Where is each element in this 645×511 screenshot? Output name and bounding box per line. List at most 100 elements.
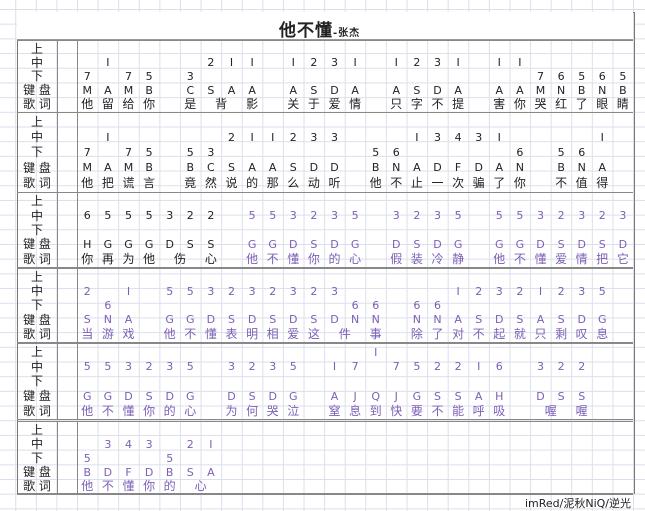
key-letter: G bbox=[412, 389, 422, 403]
lyric-char: 是 bbox=[184, 97, 197, 112]
note-number: 5 bbox=[269, 209, 277, 223]
key-letter: F bbox=[125, 465, 132, 479]
lyric-char: 他 bbox=[163, 326, 176, 341]
key-letter: D bbox=[577, 313, 586, 327]
key-letter: G bbox=[350, 237, 360, 251]
note-number: I bbox=[106, 130, 110, 144]
key-letter: S bbox=[433, 389, 441, 403]
key-letter: B bbox=[186, 161, 195, 175]
lyric-char: 不 bbox=[101, 403, 114, 418]
lyric-char: 息 bbox=[349, 403, 362, 418]
key-letter: D bbox=[206, 313, 216, 327]
note-number: 5 bbox=[516, 209, 524, 223]
note-number: 3 bbox=[104, 437, 112, 451]
lyric-char: 你 bbox=[143, 97, 156, 112]
lyric-char: 相 bbox=[266, 326, 279, 341]
note-number: 3 bbox=[207, 145, 215, 159]
lyric-char: 止 bbox=[410, 176, 423, 191]
column-divider bbox=[77, 422, 78, 494]
lyric-char: 不 bbox=[101, 479, 114, 493]
lyric-char: 红 bbox=[555, 97, 568, 112]
row-label: 中 bbox=[30, 130, 43, 145]
note-number: I bbox=[456, 284, 460, 298]
note-number: 6 bbox=[433, 298, 441, 312]
row-label: 中 bbox=[30, 284, 43, 299]
key-letter: D bbox=[227, 389, 236, 403]
key-letter: A bbox=[516, 83, 524, 97]
lyric-char: 懂 bbox=[122, 403, 135, 418]
note-number: 7 bbox=[83, 69, 91, 83]
key-letter: B bbox=[557, 161, 565, 175]
note-number: 4 bbox=[454, 130, 462, 144]
note-number: I bbox=[394, 56, 398, 70]
note-number: 5 bbox=[289, 360, 297, 374]
key-letter: D bbox=[165, 389, 174, 403]
lyric-char: 要 bbox=[410, 403, 423, 418]
key-letter: S bbox=[207, 83, 215, 97]
key-letter: S bbox=[227, 161, 235, 175]
note-number: 5 bbox=[166, 284, 174, 298]
key-letter: D bbox=[268, 389, 277, 403]
key-letter: A bbox=[454, 313, 462, 327]
key-letter: S bbox=[310, 313, 318, 327]
key-letter: D bbox=[330, 237, 339, 251]
note-number: 2 bbox=[454, 360, 462, 374]
note-number: 3 bbox=[578, 209, 586, 223]
key-letter: S bbox=[454, 389, 462, 403]
key-letter: A bbox=[268, 161, 277, 175]
lyric-char: 起 bbox=[493, 326, 506, 341]
lyric-char: 你 bbox=[513, 97, 526, 112]
key-letter: A bbox=[289, 83, 298, 97]
note-number: 3 bbox=[392, 209, 400, 223]
footer: imRed/泥秋NiQ/逆光 bbox=[17, 493, 633, 510]
note-number: 2 bbox=[557, 209, 565, 223]
key-letter: S bbox=[289, 161, 297, 175]
column-divider bbox=[57, 113, 58, 192]
key-letter: A bbox=[248, 83, 256, 97]
note-number: I bbox=[353, 56, 357, 70]
note-number: 3 bbox=[330, 284, 338, 298]
row-label: 上 bbox=[30, 194, 43, 209]
note-number: I bbox=[497, 130, 501, 144]
lyric-char: 他 bbox=[81, 403, 94, 418]
lyrics-row: 歌 词他把谎言竟然说的那么动听他不止一次骗了你不值得 bbox=[17, 176, 633, 191]
key-letter: A bbox=[207, 465, 215, 479]
key-letter: G bbox=[124, 237, 133, 251]
note-number: 3 bbox=[145, 437, 153, 451]
lyric-char: 背 bbox=[215, 97, 228, 112]
lyric-char: 只 bbox=[534, 326, 547, 341]
lyric-char: 再 bbox=[101, 251, 114, 266]
note-number: 5 bbox=[557, 145, 565, 159]
lyric-char: 哭 bbox=[534, 97, 547, 112]
lyric-char: 他 bbox=[246, 251, 259, 266]
lower-octave-row: 下 5 5 bbox=[17, 451, 633, 465]
lyric-char: 心 bbox=[184, 403, 197, 418]
key-letter: M bbox=[123, 161, 134, 175]
note-number: 5 bbox=[351, 209, 359, 223]
row-label: 上 bbox=[30, 41, 43, 56]
note-number: 5 bbox=[145, 69, 153, 83]
note-number: 3 bbox=[289, 284, 297, 298]
key-letter: D bbox=[474, 161, 483, 175]
lyric-char: 为 bbox=[122, 251, 135, 266]
key-letter: D bbox=[309, 161, 319, 175]
lyric-char: 么 bbox=[287, 176, 300, 191]
note-number: 3 bbox=[475, 130, 483, 144]
lyric-char: 把 bbox=[596, 251, 609, 266]
note-number: 2 bbox=[475, 284, 483, 298]
note-number: 3 bbox=[186, 69, 194, 83]
key-letter: S bbox=[310, 83, 318, 97]
note-number: 2 bbox=[227, 130, 235, 144]
note-number: I bbox=[374, 345, 378, 359]
note-number: I bbox=[456, 56, 460, 70]
note-number: 6 bbox=[351, 298, 359, 312]
key-letter: D bbox=[433, 161, 442, 175]
column-divider bbox=[77, 344, 78, 419]
